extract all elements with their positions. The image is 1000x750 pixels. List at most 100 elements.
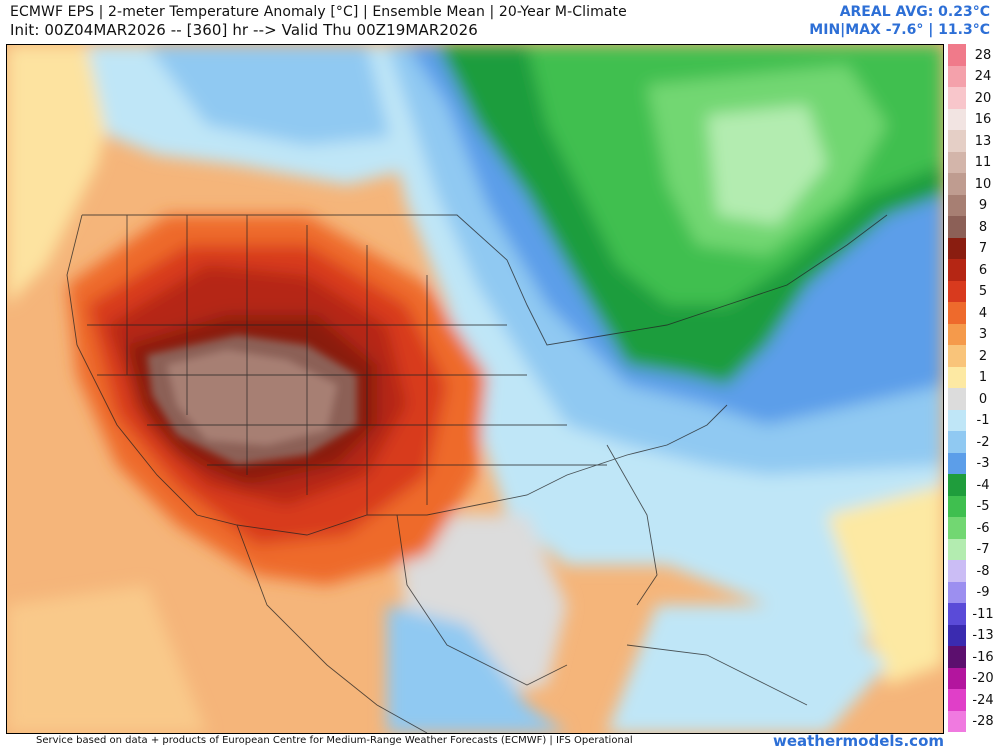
areal-average: AREAL AVG: 0.23°C xyxy=(839,4,990,20)
legend-swatch xyxy=(948,280,966,302)
map-title: ECMWF EPS | 2-meter Temperature Anomaly … xyxy=(10,4,627,20)
legend-entry: -6 xyxy=(948,517,1000,539)
legend-label: -9 xyxy=(976,585,990,601)
legend-swatch xyxy=(948,259,966,281)
green-palest-zone xyxy=(707,105,827,225)
legend-swatch xyxy=(948,560,966,582)
legend-label: 8 xyxy=(978,219,988,235)
legend-swatch xyxy=(948,44,966,66)
legend-entry: 0 xyxy=(948,388,1000,410)
legend-entry: -4 xyxy=(948,474,1000,496)
legend-swatch xyxy=(948,431,966,453)
mexico-pacific-coast xyxy=(236,524,428,733)
legend-swatch xyxy=(948,409,966,431)
init-valid-time: Init: 00Z04MAR2026 -- [360] hr --> Valid… xyxy=(10,21,478,39)
legend-swatch xyxy=(948,538,966,560)
legend-swatch xyxy=(948,173,966,195)
legend-label: -24 xyxy=(972,692,994,708)
legend-entry: 20 xyxy=(948,87,1000,109)
legend-label: 1 xyxy=(978,370,988,386)
legend-swatch xyxy=(948,495,966,517)
legend-label: -28 xyxy=(972,714,994,730)
state-borders xyxy=(66,214,888,733)
legend-label: 13 xyxy=(974,133,992,149)
legend-entry: 3 xyxy=(948,323,1000,345)
legend-label: -11 xyxy=(972,606,994,622)
legend-swatch xyxy=(948,87,966,109)
legend-entry: -2 xyxy=(948,431,1000,453)
legend-swatch xyxy=(948,388,966,410)
legend-entry: 7 xyxy=(948,237,1000,259)
legend-label: -3 xyxy=(976,456,990,472)
site-link[interactable]: weathermodels.com xyxy=(772,732,944,750)
header: ECMWF EPS | 2-meter Temperature Anomaly … xyxy=(0,0,1000,42)
legend-entry: 9 xyxy=(948,194,1000,216)
legend-entry: 1 xyxy=(948,366,1000,388)
legend-entry: 6 xyxy=(948,259,1000,281)
legend-entry: -1 xyxy=(948,409,1000,431)
legend-label: 11 xyxy=(974,155,992,171)
legend-swatch xyxy=(948,474,966,496)
legend-entry: -20 xyxy=(948,667,1000,689)
legend-label: -1 xyxy=(976,413,990,429)
legend-label: -4 xyxy=(976,477,990,493)
legend-label: 7 xyxy=(978,241,988,257)
legend-swatch xyxy=(948,237,966,259)
legend-entry: 5 xyxy=(948,280,1000,302)
legend-entry: 13 xyxy=(948,130,1000,152)
gulf-coast xyxy=(396,514,568,686)
legend-swatch xyxy=(948,710,966,732)
legend-swatch xyxy=(948,517,966,539)
cuba-outline xyxy=(626,644,808,706)
legend-entry: -16 xyxy=(948,646,1000,668)
pacific-pale-zone xyxy=(7,45,127,305)
legend-entry: -5 xyxy=(948,495,1000,517)
us-canada-border-line xyxy=(82,214,888,346)
legend-label: -20 xyxy=(972,671,994,687)
legend-swatch xyxy=(948,345,966,367)
min-max-values: MIN|MAX -7.6° | 11.3°C xyxy=(809,22,990,38)
pacific-south-zone xyxy=(7,585,207,733)
florida-outline xyxy=(606,444,658,606)
legend-label: 16 xyxy=(974,112,992,128)
legend-entry: -8 xyxy=(948,560,1000,582)
legend-label: -13 xyxy=(972,628,994,644)
legend-entry: 28 xyxy=(948,44,1000,66)
legend-label: -2 xyxy=(976,434,990,450)
legend-entry: 11 xyxy=(948,151,1000,173)
legend-label: 4 xyxy=(978,305,988,321)
legend-entry: -3 xyxy=(948,452,1000,474)
map-svg xyxy=(7,45,943,733)
state-lines-horizontal xyxy=(87,324,607,466)
legend-label: 2 xyxy=(978,348,988,364)
legend-label: 28 xyxy=(974,47,992,63)
legend-label: 3 xyxy=(978,327,988,343)
legend-entry: 24 xyxy=(948,65,1000,87)
atlantic-warm-zone xyxy=(827,485,943,685)
state-lines-vertical xyxy=(126,215,428,515)
legend-label: -5 xyxy=(976,499,990,515)
legend-entry: 10 xyxy=(948,173,1000,195)
legend-label: -6 xyxy=(976,520,990,536)
legend-swatch xyxy=(948,452,966,474)
legend-swatch xyxy=(948,689,966,711)
legend-entry: -28 xyxy=(948,710,1000,732)
legend-label: 0 xyxy=(978,391,988,407)
color-legend: 28 24 20 16 13 11 10 9 8 7 6 5 4 3 2 1 0 -1 -2 -3 -4 -5 -6 -7 -8… xyxy=(948,44,1000,732)
legend-label: 5 xyxy=(978,284,988,300)
legend-entry: 4 xyxy=(948,302,1000,324)
legend-label: 20 xyxy=(974,90,992,106)
legend-label: 6 xyxy=(978,262,988,278)
legend-swatch xyxy=(948,366,966,388)
central-america-cool-zone xyxy=(387,605,567,733)
legend-entry: 2 xyxy=(948,345,1000,367)
legend-swatch xyxy=(948,323,966,345)
legend-label: 24 xyxy=(974,69,992,85)
legend-label: -7 xyxy=(976,542,990,558)
temperature-anomaly-map[interactable] xyxy=(6,44,944,734)
legend-entry: -7 xyxy=(948,538,1000,560)
legend-label: 10 xyxy=(974,176,992,192)
caribbean-cool-zone xyxy=(607,605,887,733)
legend-swatch xyxy=(948,130,966,152)
legend-label: -16 xyxy=(972,649,994,665)
